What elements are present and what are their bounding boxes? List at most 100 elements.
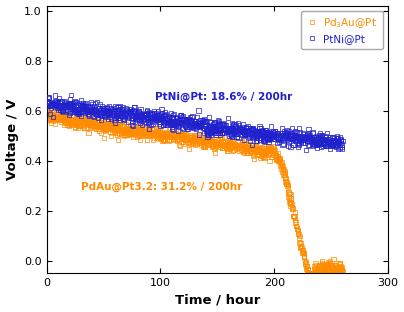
PtNi@Pt xyxy=(207,125,214,130)
Pd$_3$Au@Pt xyxy=(332,270,339,275)
PtNi@Pt xyxy=(55,100,61,105)
Pd$_3$Au@Pt xyxy=(306,271,312,275)
PtNi@Pt xyxy=(226,131,233,136)
Pd$_3$Au@Pt xyxy=(287,198,294,203)
PtNi@Pt xyxy=(101,113,107,118)
PtNi@Pt xyxy=(280,133,286,138)
PtNi@Pt xyxy=(282,133,288,138)
PtNi@Pt xyxy=(166,114,173,119)
PtNi@Pt xyxy=(76,100,82,105)
Pd$_3$Au@Pt xyxy=(300,248,306,253)
Pd$_3$Au@Pt xyxy=(270,148,277,153)
PtNi@Pt xyxy=(82,100,89,105)
PtNi@Pt xyxy=(202,126,209,131)
Pd$_3$Au@Pt xyxy=(331,269,337,274)
Pd$_3$Au@Pt xyxy=(211,139,218,144)
Pd$_3$Au@Pt xyxy=(128,128,135,133)
PtNi@Pt xyxy=(111,107,118,112)
Pd$_3$Au@Pt xyxy=(252,140,259,145)
PtNi@Pt xyxy=(113,112,120,117)
PtNi@Pt xyxy=(129,110,135,115)
PtNi@Pt xyxy=(268,124,274,129)
Pd$_3$Au@Pt xyxy=(307,271,314,275)
PtNi@Pt xyxy=(192,121,198,126)
Pd$_3$Au@Pt xyxy=(93,123,99,128)
PtNi@Pt xyxy=(259,131,265,136)
Pd$_3$Au@Pt xyxy=(271,144,277,149)
Pd$_3$Au@Pt xyxy=(204,138,210,143)
PtNi@Pt xyxy=(61,105,68,110)
Pd$_3$Au@Pt xyxy=(136,128,143,133)
Pd$_3$Au@Pt xyxy=(300,250,306,255)
PtNi@Pt xyxy=(82,103,88,108)
Pd$_3$Au@Pt xyxy=(251,145,258,150)
PtNi@Pt xyxy=(166,116,173,121)
PtNi@Pt xyxy=(86,114,93,119)
Pd$_3$Au@Pt xyxy=(74,118,81,123)
Pd$_3$Au@Pt xyxy=(194,141,200,146)
PtNi@Pt xyxy=(263,128,269,133)
PtNi@Pt xyxy=(126,109,133,114)
Pd$_3$Au@Pt xyxy=(100,122,106,127)
Pd$_3$Au@Pt xyxy=(133,126,139,131)
Pd$_3$Au@Pt xyxy=(272,156,279,161)
Pd$_3$Au@Pt xyxy=(175,134,182,139)
Pd$_3$Au@Pt xyxy=(206,142,212,147)
Pd$_3$Au@Pt xyxy=(327,271,334,275)
Pd$_3$Au@Pt xyxy=(265,145,272,150)
PtNi@Pt xyxy=(94,100,101,105)
Pd$_3$Au@Pt xyxy=(192,137,199,142)
Pd$_3$Au@Pt xyxy=(335,267,341,272)
PtNi@Pt xyxy=(284,128,290,133)
PtNi@Pt xyxy=(85,105,92,110)
Pd$_3$Au@Pt xyxy=(202,145,208,150)
PtNi@Pt xyxy=(317,139,324,144)
PtNi@Pt xyxy=(240,129,247,134)
Pd$_3$Au@Pt xyxy=(63,120,69,125)
PtNi@Pt xyxy=(255,132,261,137)
PtNi@Pt xyxy=(133,115,139,119)
PtNi@Pt xyxy=(113,115,119,120)
PtNi@Pt xyxy=(80,108,86,113)
PtNi@Pt xyxy=(78,103,84,108)
Pd$_3$Au@Pt xyxy=(141,131,147,136)
Pd$_3$Au@Pt xyxy=(110,127,117,132)
PtNi@Pt xyxy=(210,130,217,135)
Pd$_3$Au@Pt xyxy=(65,123,72,128)
Pd$_3$Au@Pt xyxy=(229,144,236,149)
Pd$_3$Au@Pt xyxy=(135,124,141,129)
Pd$_3$Au@Pt xyxy=(177,134,184,139)
Pd$_3$Au@Pt xyxy=(159,131,165,136)
Pd$_3$Au@Pt xyxy=(318,262,324,267)
PtNi@Pt xyxy=(163,115,170,120)
PtNi@Pt xyxy=(286,134,293,139)
Pd$_3$Au@Pt xyxy=(320,263,327,268)
Pd$_3$Au@Pt xyxy=(155,128,162,133)
PtNi@Pt xyxy=(301,140,308,145)
PtNi@Pt xyxy=(206,128,212,133)
Pd$_3$Au@Pt xyxy=(287,196,294,201)
PtNi@Pt xyxy=(256,132,262,137)
PtNi@Pt xyxy=(106,112,113,117)
PtNi@Pt xyxy=(339,147,345,152)
PtNi@Pt xyxy=(172,122,178,127)
Pd$_3$Au@Pt xyxy=(141,130,147,135)
PtNi@Pt xyxy=(274,137,281,142)
PtNi@Pt xyxy=(280,142,287,147)
Pd$_3$Au@Pt xyxy=(330,256,337,261)
PtNi@Pt xyxy=(329,135,335,140)
Pd$_3$Au@Pt xyxy=(178,131,184,136)
PtNi@Pt xyxy=(158,115,164,119)
PtNi@Pt xyxy=(229,121,235,126)
Pd$_3$Au@Pt xyxy=(76,124,82,129)
PtNi@Pt xyxy=(330,139,337,144)
Pd$_3$Au@Pt xyxy=(44,111,50,116)
Pd$_3$Au@Pt xyxy=(80,126,87,131)
Pd$_3$Au@Pt xyxy=(116,124,123,129)
Pd$_3$Au@Pt xyxy=(253,149,259,154)
PtNi@Pt xyxy=(300,138,307,143)
PtNi@Pt xyxy=(225,115,231,120)
Pd$_3$Au@Pt xyxy=(189,139,195,144)
PtNi@Pt xyxy=(131,104,138,109)
Pd$_3$Au@Pt xyxy=(54,116,60,121)
